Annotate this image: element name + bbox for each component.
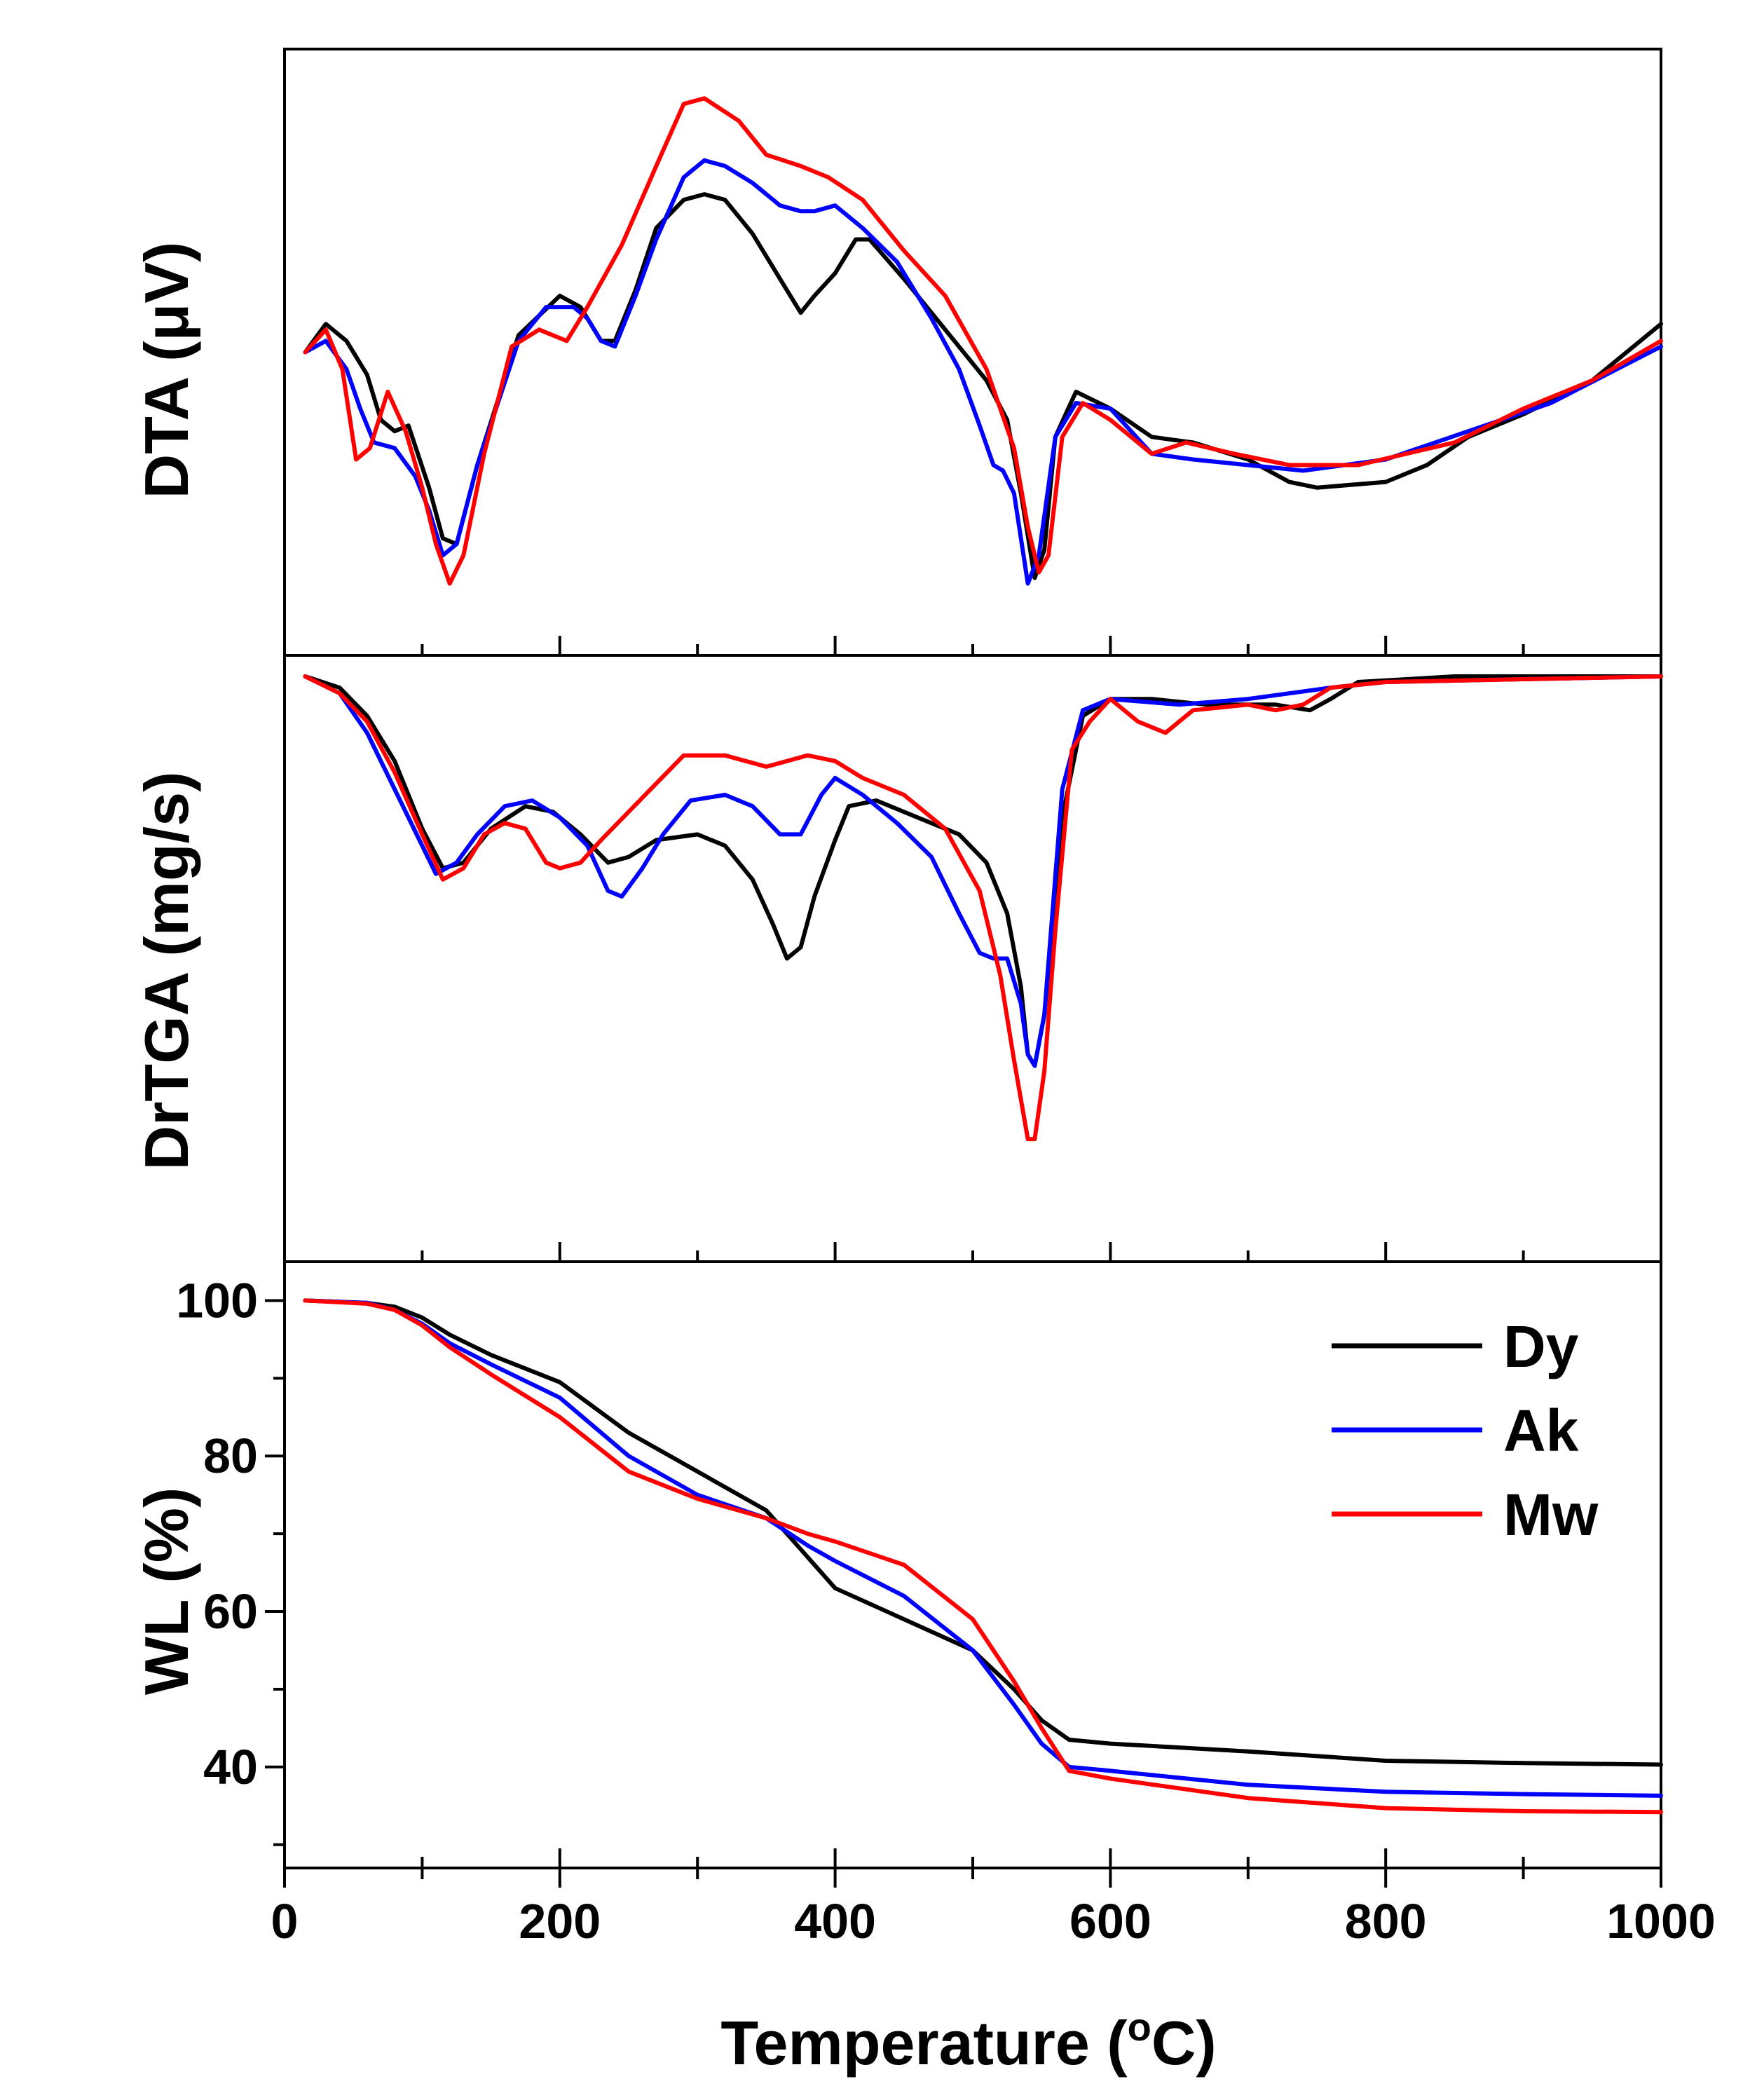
legend-label-mw: Mw	[1503, 1482, 1599, 1548]
x-axis-title: Temperature (oC)	[720, 2005, 1216, 2078]
legend-label-ak: Ak	[1503, 1398, 1579, 1464]
wl-panel: 0 200 400 600 800 1000 40 60 80 100 WL (%)	[132, 1260, 1716, 1949]
x-tick-label: 0	[271, 1894, 299, 1949]
x-tick-label: 400	[794, 1894, 876, 1949]
x-tick-label: 800	[1345, 1894, 1427, 1949]
drtga-panel: DrTGA (mg/s)	[132, 654, 1663, 1263]
wl-series-mw	[303, 1298, 1663, 1815]
drtga-frame	[283, 654, 1662, 1263]
y-tick-label: 60	[203, 1584, 258, 1639]
y-tick-label: 40	[203, 1740, 258, 1794]
drtga-series-mw	[303, 674, 1663, 1142]
y-tick-label: 100	[176, 1273, 258, 1328]
legend-label-dy: Dy	[1503, 1314, 1579, 1379]
dta-series-ak	[303, 158, 1663, 586]
dta-series-mw	[303, 96, 1663, 586]
x-tick-label: 1000	[1606, 1894, 1716, 1949]
dta-series-dy	[303, 192, 1663, 580]
drtga-series-dy	[303, 674, 1663, 1068]
dta-panel: DTA (μV)	[132, 48, 1663, 657]
legend: Dy Ak Mw	[1332, 1314, 1599, 1548]
dta-frame	[283, 48, 1662, 657]
wl-series-dy	[303, 1298, 1663, 1767]
x-tick-label: 200	[519, 1894, 601, 1949]
drtga-series-ak	[303, 674, 1663, 1068]
y-tick-label: 80	[203, 1429, 258, 1483]
x-tick-label: 600	[1069, 1894, 1151, 1949]
drtga-y-axis-title: DrTGA (mg/s)	[132, 772, 201, 1171]
wl-series-ak	[303, 1298, 1663, 1798]
dta-y-axis-title: DTA (μV)	[132, 242, 201, 499]
wl-frame	[283, 1260, 1662, 1869]
wl-y-axis-title: WL (%)	[132, 1487, 201, 1696]
